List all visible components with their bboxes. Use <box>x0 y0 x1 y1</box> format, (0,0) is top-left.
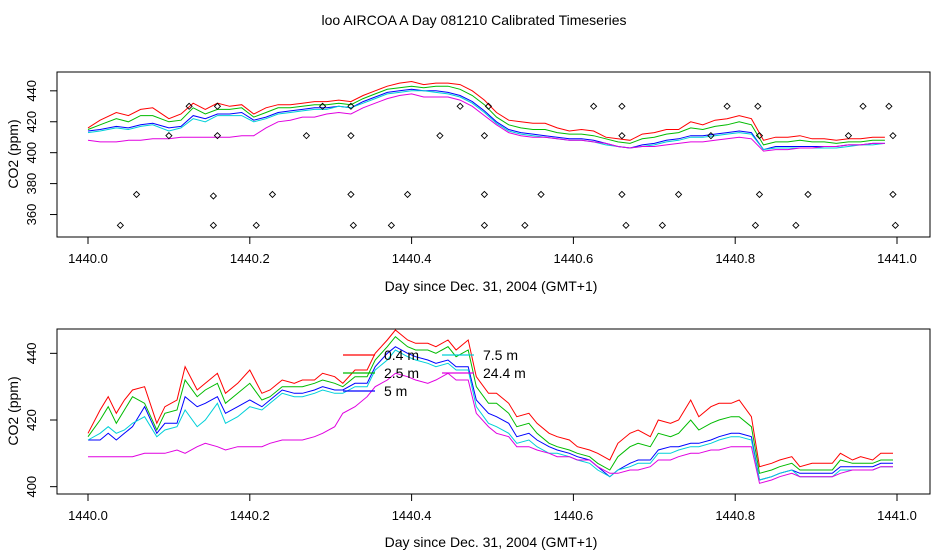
top-y-tick-label: 420 <box>24 111 39 133</box>
top-y-axis: 360 380 400 420 440 <box>24 80 57 225</box>
bottom-plot-frame <box>56 328 931 495</box>
bottom-series-line-7-5m <box>87 349 893 481</box>
bottom-y-axis: 400 420 440 <box>24 342 57 498</box>
top-x-tick-label: 1440.8 <box>715 251 755 266</box>
top-marker-point <box>403 190 412 199</box>
top-panel: 1440.0 1440.2 1440.4 1440.6 1440.8 1441.0 360… <box>5 71 931 294</box>
top-y-tick-label: 400 <box>24 142 39 164</box>
bottom-x-axis-label: Day since Dec. 31, 2004 (GMT+1) <box>385 534 598 550</box>
top-marker-point <box>484 102 493 110</box>
top-marker-point <box>213 132 222 140</box>
top-marker-point <box>537 190 545 199</box>
bottom-x-tick-label: 1440.2 <box>230 508 270 523</box>
top-marker-point <box>349 221 357 229</box>
figure-title: loo AIRCOA A Day 081210 Calibrated Times… <box>321 12 626 28</box>
top-marker-point <box>347 132 355 140</box>
bottom-y-tick-label: 400 <box>24 476 39 498</box>
top-marker-point <box>213 102 222 110</box>
top-marker-point <box>436 132 444 140</box>
top-marker-point <box>521 221 529 229</box>
top-marker-point <box>707 132 715 140</box>
top-series-line-0-4m <box>87 80 885 141</box>
top-marker-point <box>844 132 853 140</box>
legend-label-5m: 5 m <box>384 383 407 399</box>
bottom-x-axis: 1440.0 1440.2 1440.4 1440.6 1440.8 1441.0 <box>68 494 917 523</box>
top-marker-point <box>889 132 897 140</box>
top-series-line-7-5m <box>87 90 885 151</box>
legend-label-2-5m: 2.5 m <box>384 365 419 381</box>
bottom-y-tick-label: 440 <box>24 342 39 364</box>
bottom-series-group <box>87 329 893 484</box>
bottom-x-tick-label: 1440.0 <box>68 508 108 523</box>
top-marker-point <box>618 132 626 140</box>
top-marker-point <box>755 132 764 140</box>
bottom-y-tick-label: 420 <box>24 409 39 431</box>
top-marker-point <box>754 102 762 110</box>
bottom-series-line-2-5m <box>87 335 893 474</box>
top-marker-point <box>658 221 667 229</box>
top-marker-point <box>723 102 731 110</box>
top-marker-point <box>209 221 218 229</box>
top-y-axis-label: CO2 (ppm) <box>5 119 21 188</box>
top-marker-point <box>618 102 626 110</box>
top-marker-point <box>268 190 277 199</box>
top-x-tick-label: 1441.0 <box>877 251 917 266</box>
top-marker-point <box>891 221 900 229</box>
top-marker-point <box>185 102 193 110</box>
top-marker-point <box>885 102 893 110</box>
top-marker-point <box>674 190 683 199</box>
top-marker-point <box>347 190 355 199</box>
top-marker-point <box>165 132 173 140</box>
top-y-tick-label: 380 <box>24 173 39 195</box>
legend-label-0-4m: 0.4 m <box>384 347 419 363</box>
top-marker-point <box>480 132 489 140</box>
bottom-series-line-24-4m <box>88 372 893 484</box>
legend: 0.4 m 2.5 m 5 m 7.5 m 24.4 m <box>343 347 526 399</box>
top-markers-group <box>116 102 900 229</box>
top-marker-point <box>116 221 124 229</box>
bottom-series-line-0-4m <box>87 329 893 468</box>
top-y-tick-label: 360 <box>24 204 39 226</box>
top-marker-point <box>751 221 760 229</box>
top-marker-point <box>804 190 812 199</box>
top-x-axis-label: Day since Dec. 31, 2004 (GMT+1) <box>385 278 598 294</box>
top-marker-point <box>302 132 311 140</box>
top-marker-point <box>622 221 630 229</box>
top-x-axis: 1440.0 1440.2 1440.4 1440.6 1440.8 1441.0 <box>68 237 917 266</box>
top-marker-point <box>209 192 218 200</box>
top-x-tick-label: 1440.6 <box>554 251 594 266</box>
top-plot-frame <box>56 71 931 238</box>
top-marker-point <box>755 190 764 199</box>
top-marker-point <box>618 190 626 199</box>
top-marker-point <box>318 102 327 110</box>
bottom-x-tick-label: 1440.4 <box>392 508 432 523</box>
top-series-line-5m <box>87 88 885 151</box>
top-marker-point <box>889 190 897 199</box>
top-y-tick-label: 440 <box>24 80 39 102</box>
top-marker-point <box>132 190 141 199</box>
top-marker-point <box>387 221 396 229</box>
top-series-line-2-5m <box>87 85 885 146</box>
top-x-tick-label: 1440.0 <box>68 251 108 266</box>
bottom-panel: 1440.0 1440.2 1440.4 1440.6 1440.8 1441.0 400… <box>5 328 931 550</box>
top-marker-point <box>589 102 598 110</box>
legend-label-7-5m: 7.5 m <box>483 347 518 363</box>
legend-label-24-4m: 24.4 m <box>483 365 526 381</box>
bottom-x-tick-label: 1440.6 <box>554 508 594 523</box>
bottom-x-tick-label: 1440.8 <box>715 508 755 523</box>
top-marker-point <box>859 102 867 110</box>
top-marker-point <box>456 102 464 110</box>
top-marker-point <box>347 102 355 110</box>
top-series-group <box>87 80 885 152</box>
bottom-y-axis-label: CO2 (ppm) <box>5 376 21 445</box>
bottom-x-tick-label: 1441.0 <box>877 508 917 523</box>
top-x-tick-label: 1440.4 <box>392 251 432 266</box>
top-marker-point <box>252 221 260 229</box>
top-x-tick-label: 1440.2 <box>230 251 270 266</box>
top-marker-point <box>792 221 800 229</box>
top-marker-point <box>480 190 489 199</box>
top-series-line-24-4m <box>87 93 885 152</box>
top-marker-point <box>480 221 489 229</box>
